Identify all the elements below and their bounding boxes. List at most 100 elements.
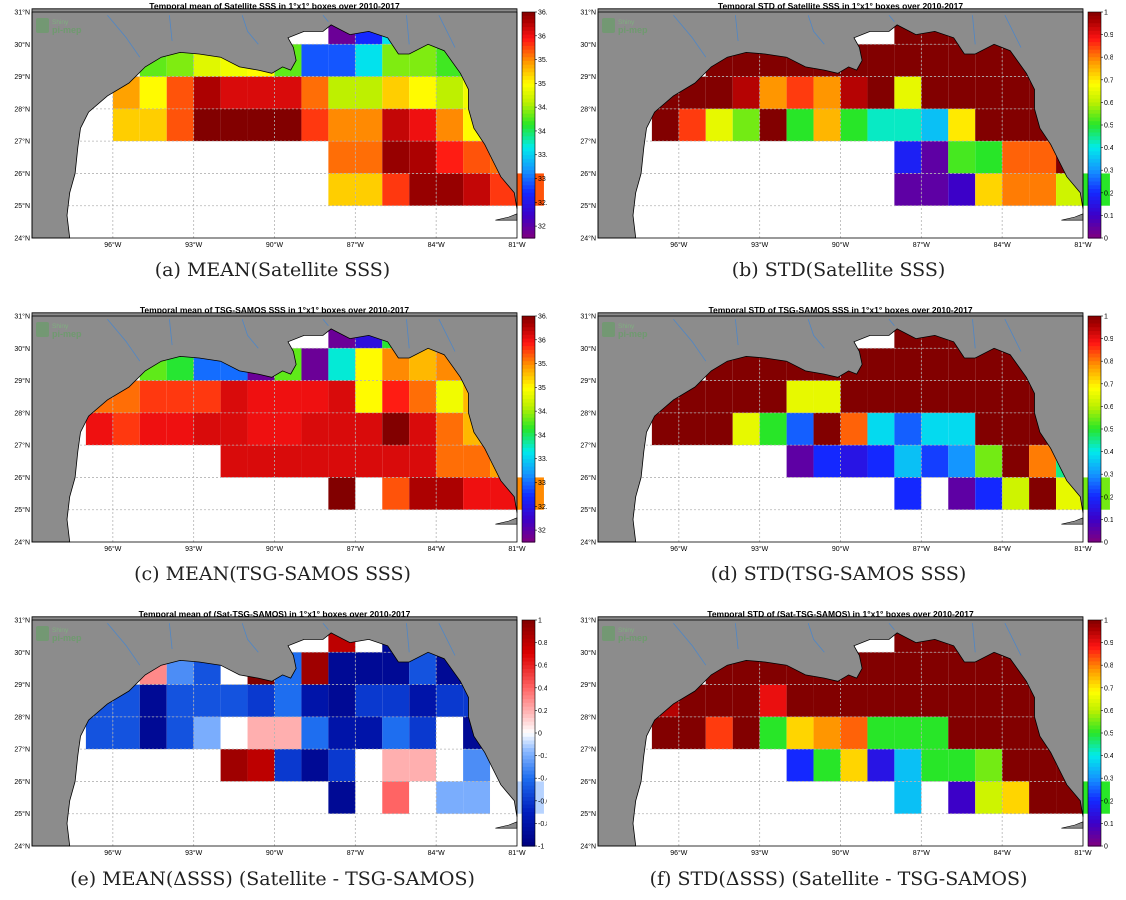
heatmap-cell xyxy=(948,684,976,717)
y-tick-label: 28°N xyxy=(14,409,30,417)
heatmap-cell xyxy=(409,141,437,174)
heatmap-cell xyxy=(1002,716,1030,750)
heatmap-cell xyxy=(436,412,464,446)
y-tick-label: 30°N xyxy=(14,649,30,657)
y-tick-label: 29°N xyxy=(580,377,596,385)
colorbar-segment xyxy=(1088,687,1101,693)
heatmap-cell xyxy=(894,477,922,510)
colorbar-segment xyxy=(1088,19,1101,24)
colorbar-segment xyxy=(1088,676,1101,681)
colorbar-segment xyxy=(1088,151,1101,156)
colorbar-segment xyxy=(522,12,535,17)
colorbar-tick-label: 1 xyxy=(1104,10,1108,17)
colorbar-segment xyxy=(1088,207,1101,213)
colorbar-segment xyxy=(1088,638,1101,644)
colorbar-segment xyxy=(1088,181,1101,186)
river xyxy=(322,622,329,630)
colorbar-segment xyxy=(1088,800,1101,806)
river xyxy=(107,318,141,362)
river xyxy=(1004,319,1022,352)
colorbar-tick-label: 34 xyxy=(538,128,546,135)
heatmap-cell xyxy=(894,781,922,814)
colorbar-segment xyxy=(522,474,535,479)
x-tick-label: 93°W xyxy=(185,849,203,857)
y-tick-label: 28°N xyxy=(580,713,596,721)
heatmap-cell xyxy=(328,173,356,206)
heatmap-cell xyxy=(247,76,275,109)
caption-e: (e) MEAN(ΔSSS) (Satellite - TSG-SAMOS) xyxy=(70,868,475,890)
y-tick-label: 27°N xyxy=(14,442,30,450)
colorbar-segment xyxy=(1088,714,1101,719)
colorbar-segment xyxy=(1088,755,1101,760)
heatmap-cell xyxy=(732,412,760,446)
heatmap-cell xyxy=(355,108,383,142)
colorbar-segment xyxy=(522,98,535,103)
y-tick-label: 26°N xyxy=(14,778,30,786)
colorbar-segment xyxy=(1088,672,1101,678)
colorbar-segment xyxy=(522,76,535,81)
y-tick-label: 24°N xyxy=(580,843,596,851)
colorbar-tick-label: 0.9 xyxy=(1104,336,1113,343)
heatmap-cell xyxy=(840,445,868,478)
heatmap-cell xyxy=(840,684,868,717)
x-tick-label: 90°W xyxy=(832,849,850,857)
colorbar-segment xyxy=(522,53,535,58)
colorbar-segment xyxy=(1088,72,1101,77)
colorbar-segment xyxy=(522,519,535,524)
heatmap-cell xyxy=(894,380,922,413)
colorbar-segment xyxy=(1088,496,1101,502)
colorbar-segment xyxy=(522,493,535,498)
colorbar-segment xyxy=(522,319,535,325)
land-mass xyxy=(597,312,1084,543)
heatmap-cell xyxy=(921,652,949,685)
heatmap-cell xyxy=(867,44,895,77)
colorbar-segment xyxy=(522,717,535,723)
colorbar-segment xyxy=(522,623,535,629)
colorbar-segment xyxy=(1088,842,1101,847)
colorbar-segment xyxy=(522,646,535,651)
colorbar-segment xyxy=(1088,695,1101,700)
colorbar-segment xyxy=(1088,432,1101,438)
colorbar-segment xyxy=(522,763,535,768)
colorbar-segment xyxy=(1088,421,1101,426)
colorbar-segment xyxy=(522,665,535,670)
colorbar-tick-label: 0.3 xyxy=(1104,472,1113,479)
caption-c: (c) MEAN(TSG-SAMOS SSS) xyxy=(134,563,411,585)
heatmap-cell xyxy=(193,108,221,142)
colorbar-segment xyxy=(522,117,535,122)
colorbar-tick-label: 0.1 xyxy=(1104,213,1113,220)
colorbar-segment xyxy=(1088,211,1101,216)
colorbar-segment xyxy=(522,151,535,156)
colorbar-segment xyxy=(1088,684,1101,689)
colorbar-segment xyxy=(522,185,535,190)
colorbar-segment xyxy=(1088,763,1101,768)
heatmap-cell xyxy=(894,348,922,381)
colorbar-segment xyxy=(522,147,535,152)
colorbar-segment xyxy=(1088,12,1101,17)
heatmap-cell xyxy=(813,76,841,109)
colorbar-segment xyxy=(522,425,535,430)
colorbar-segment xyxy=(1088,819,1101,824)
colorbar-segment xyxy=(522,477,535,483)
colorbar-segment xyxy=(522,657,535,663)
logo-text-2: pi-mep xyxy=(52,633,82,643)
colorbar-segment xyxy=(1088,185,1101,190)
colorbar-segment xyxy=(1088,808,1101,813)
river xyxy=(888,622,895,630)
heatmap-cell xyxy=(894,76,922,109)
colorbar-segment xyxy=(522,631,535,636)
heatmap-cell xyxy=(705,76,733,109)
heatmap-cell xyxy=(921,716,949,750)
colorbar-segment xyxy=(522,331,535,336)
heatmap-cell xyxy=(975,749,1003,782)
heatmap-cell xyxy=(921,108,949,142)
heatmap-cell xyxy=(247,684,275,717)
colorbar-segment xyxy=(522,827,535,832)
y-tick-label: 25°N xyxy=(14,202,30,210)
colorbar-segment xyxy=(522,113,535,119)
land-mass xyxy=(31,8,518,239)
heatmap-cell xyxy=(894,141,922,174)
colorbar-segment xyxy=(522,342,535,347)
colorbar-tick-label: 33 xyxy=(538,480,546,487)
